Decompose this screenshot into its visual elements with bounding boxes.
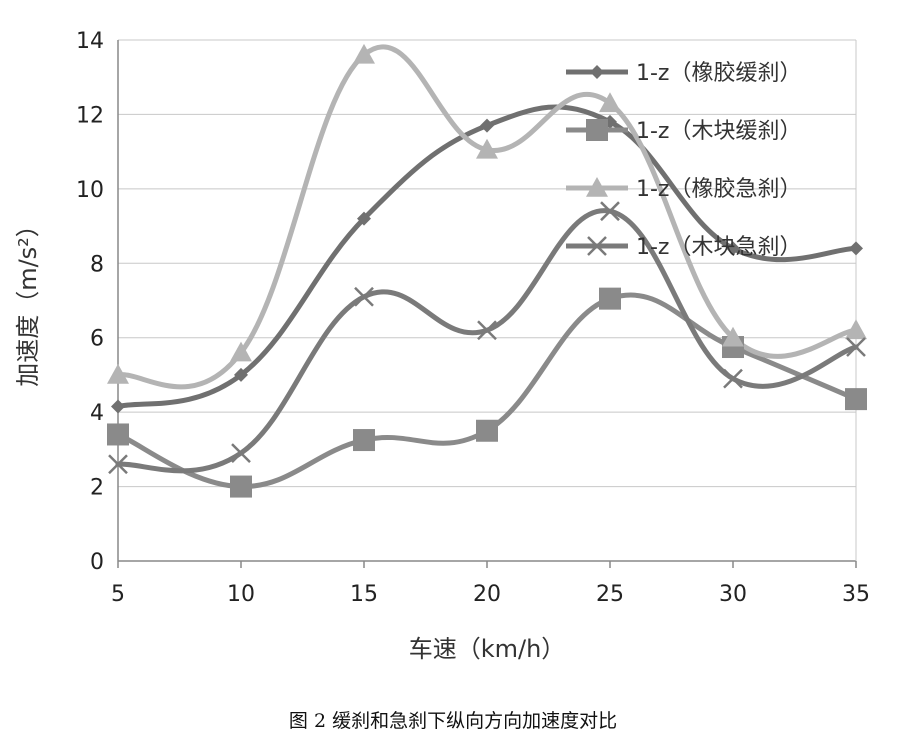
data-point-s1 (357, 211, 371, 226)
y-tick-label: 2 (90, 476, 104, 501)
data-point-s3 (599, 92, 621, 113)
axes (117, 40, 857, 568)
x-tick-label: 15 (350, 582, 378, 607)
y-tick-label: 6 (90, 327, 104, 352)
y-tick-label: 14 (76, 29, 104, 54)
data-point-s4 (354, 286, 374, 307)
x-tick-label: 25 (596, 582, 624, 607)
legend-label: 1-z（橡胶急刹） (636, 177, 801, 202)
data-point-s4 (477, 320, 497, 341)
legend-label: 1-z（木块急刹） (636, 235, 801, 260)
data-point-s3 (353, 43, 375, 64)
y-tick-label: 4 (90, 401, 104, 426)
legend-label: 1-z（木块缓刹） (636, 119, 801, 144)
data-point-s4 (846, 337, 866, 357)
data-point-s3 (230, 341, 252, 362)
legend: 1-z（橡胶缓刹） 1-z（木块缓刹） 1-z（橡胶急刹） 1-z（木块急刹） (566, 61, 801, 260)
legend-marker (586, 177, 608, 197)
data-point-s4 (231, 443, 251, 463)
x-axis-label: 车速（km/h） (409, 635, 566, 663)
x-tick-label: 35 (842, 582, 870, 607)
y-axis-label: 加速度（m/s²） (14, 213, 42, 387)
x-tick-label: 20 (473, 582, 501, 607)
data-point-s3 (845, 319, 867, 340)
data-point-s2 (353, 429, 375, 452)
data-point-s3 (107, 363, 129, 384)
data-point-s2 (845, 388, 867, 411)
tick-labels: 0 2 4 6 8 10 12 14 5 10 15 20 25 30 35 (76, 29, 870, 607)
data-point-s4 (108, 454, 128, 475)
grid-lines (118, 39, 856, 488)
data-point-s1 (849, 241, 863, 256)
x-tick-label: 30 (719, 582, 747, 607)
figure-caption: 图 2 缓刹和急刹下纵向方向加速度对比 (288, 710, 618, 732)
legend-label: 1-z（橡胶缓刹） (636, 61, 801, 86)
data-point-s3 (476, 138, 498, 159)
legend-marker (587, 236, 607, 256)
data-point-s3 (722, 326, 744, 347)
data-point-s1 (234, 367, 248, 382)
data-point-s2 (230, 475, 252, 498)
data-point-s2 (476, 419, 498, 442)
data-point-s1 (480, 118, 494, 133)
data-point-s4 (600, 201, 620, 222)
data-point-s1 (111, 399, 125, 414)
y-tick-label: 12 (76, 103, 104, 128)
y-tick-label: 0 (90, 550, 104, 575)
data-point-s4 (723, 368, 743, 389)
y-tick-label: 8 (90, 252, 104, 277)
x-tick-label: 10 (227, 582, 255, 607)
series-layer (107, 43, 867, 498)
data-point-s2 (107, 423, 129, 446)
chart: 1-z（橡胶缓刹） 1-z（木块缓刹） 1-z（橡胶急刹） 1-z（木块急刹） 0 2 4… (14, 29, 870, 663)
data-point-s2 (599, 287, 621, 310)
legend-marker (586, 119, 608, 141)
legend-marker (590, 65, 604, 79)
x-tick-label: 5 (111, 582, 125, 607)
y-tick-label: 10 (76, 178, 104, 203)
data-point-s1 (726, 241, 740, 256)
series-line-3 (115, 44, 859, 390)
